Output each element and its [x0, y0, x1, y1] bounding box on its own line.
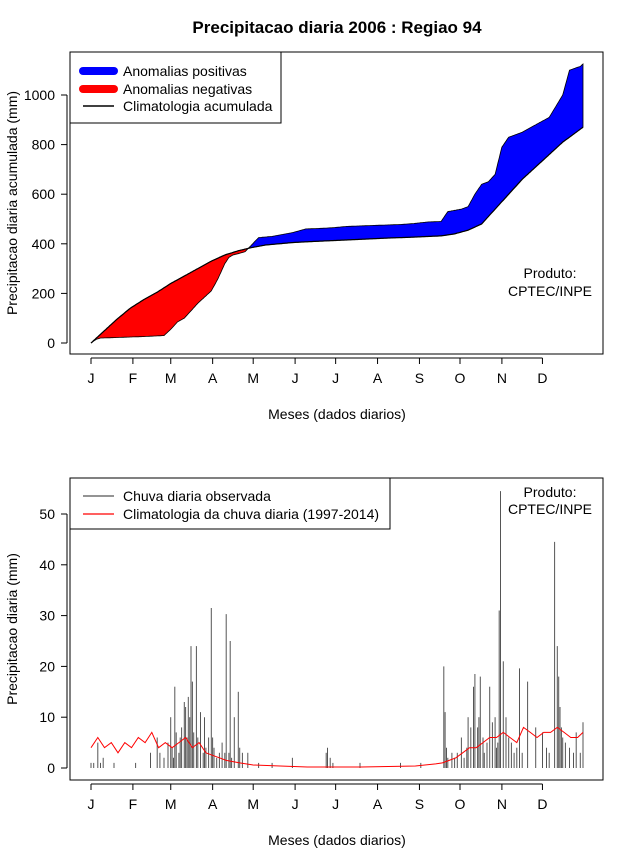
x-tick-label: D	[537, 370, 547, 386]
legend-observed-label: Chuva diaria observada	[123, 488, 271, 504]
y-tick-label: 400	[32, 236, 56, 252]
negative-anomaly-area	[90, 246, 250, 344]
top-x-axis-label: Meses (dados diarios)	[268, 406, 406, 422]
accumulated-panel: 0 200 400 600 800 1000 J F M A M J J A S O N D Meses (da…	[4, 51, 604, 422]
x-tick-label: M	[165, 796, 177, 812]
x-tick-label: J	[88, 796, 95, 812]
y-tick-label: 10	[39, 709, 55, 725]
x-tick-label: M	[247, 796, 259, 812]
y-tick-label: 800	[32, 137, 56, 153]
top-product-label: Produto:	[524, 265, 577, 281]
bottom-legend-box	[69, 477, 391, 530]
legend-positive-label: Anomalias positivas	[123, 63, 247, 79]
x-tick-label: A	[208, 796, 218, 812]
top-y-axis: 0 200 400 600 800 1000	[24, 87, 68, 351]
bottom-y-axis: 0 10 20 30 40 50	[39, 506, 68, 776]
x-tick-label: M	[247, 370, 259, 386]
x-tick-label: A	[373, 370, 383, 386]
x-tick-label: M	[165, 370, 177, 386]
x-tick-label: J	[332, 796, 339, 812]
x-tick-label: A	[208, 370, 218, 386]
top-plot-frame	[69, 51, 604, 355]
x-tick-label: J	[88, 370, 95, 386]
x-tick-label: D	[537, 796, 547, 812]
observed-bars-group	[90, 491, 584, 768]
x-tick-label: O	[455, 796, 466, 812]
y-tick-label: 0	[47, 335, 55, 351]
bottom-product-source: CPTEC/INPE	[508, 501, 592, 517]
x-tick-label: S	[415, 370, 424, 386]
x-tick-label: A	[373, 796, 383, 812]
x-tick-label: F	[129, 796, 138, 812]
x-tick-label: J	[332, 370, 339, 386]
y-tick-label: 1000	[24, 87, 55, 103]
daily-panel: 0 10 20 30 40 50 J F M A M J J A S O N D Meses (dados di…	[4, 477, 604, 848]
x-tick-label: N	[497, 370, 507, 386]
x-tick-label: J	[292, 796, 299, 812]
climatology-accumulated-line	[90, 126, 584, 344]
bottom-product-label: Produto:	[524, 484, 577, 500]
y-tick-label: 50	[39, 506, 55, 522]
x-tick-label: N	[497, 796, 507, 812]
legend-climatology-label: Climatologia acumulada	[123, 98, 273, 114]
x-tick-label: S	[415, 796, 424, 812]
y-tick-label: 0	[47, 760, 55, 776]
y-tick-label: 200	[32, 285, 56, 301]
x-tick-label: O	[455, 370, 466, 386]
climatology-daily-line	[90, 726, 584, 768]
top-y-axis-label: Precipitacao diaria acumulada (mm)	[4, 91, 20, 315]
bottom-x-axis-label: Meses (dados diarios)	[268, 832, 406, 848]
y-tick-label: 20	[39, 658, 55, 674]
top-legend: Anomalias positivas Anomalias negativas …	[69, 51, 282, 124]
y-tick-label: 40	[39, 557, 55, 573]
bottom-legend: Chuva diaria observada Climatologia da c…	[69, 477, 391, 530]
y-tick-label: 600	[32, 186, 56, 202]
y-tick-label: 30	[39, 608, 55, 624]
top-product-source: CPTEC/INPE	[508, 283, 592, 299]
positive-anomaly-area	[248, 63, 584, 249]
figure-title: Precipitacao diaria 2006 : Regiao 94	[192, 18, 482, 37]
bottom-y-axis-label: Precipitacao diaria (mm)	[4, 553, 20, 705]
x-tick-label: F	[129, 370, 138, 386]
x-tick-label: J	[292, 370, 299, 386]
legend-negative-label: Anomalias negativas	[123, 81, 252, 97]
legend-climatology-daily-label: Climatologia da chuva diaria (1997-2014)	[123, 506, 379, 522]
